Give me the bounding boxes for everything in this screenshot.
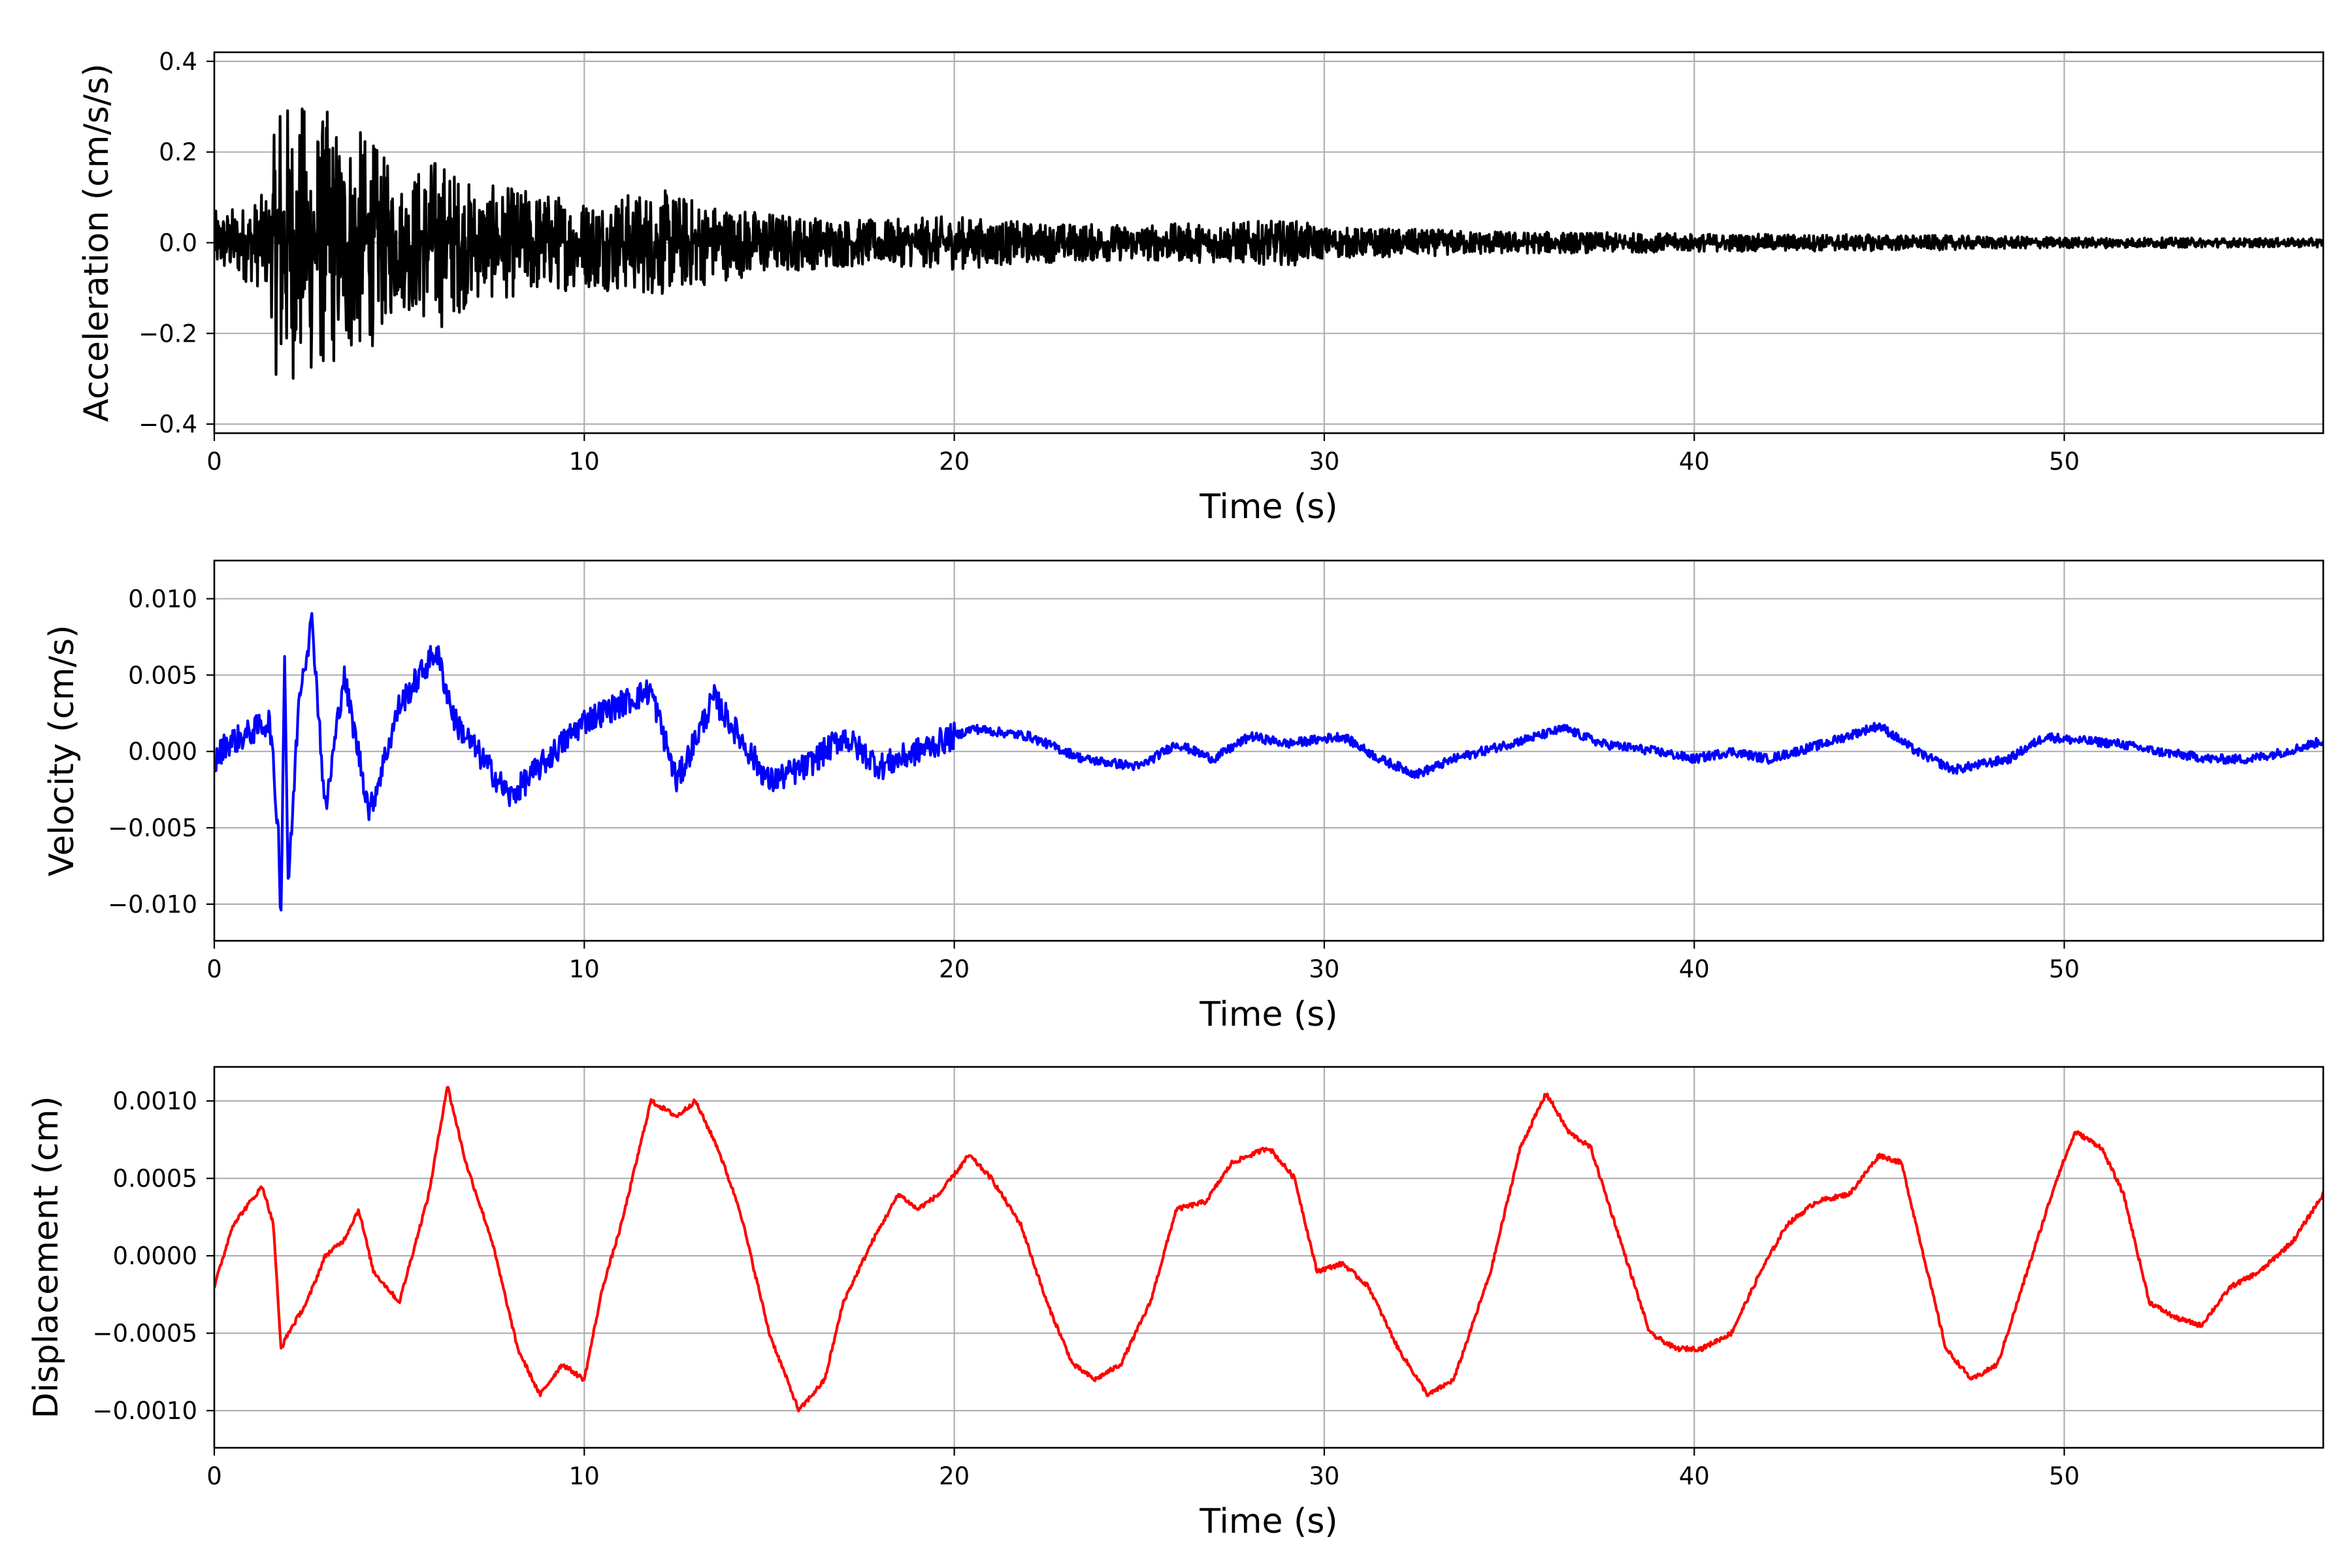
x-axis-label: Time (s) xyxy=(1199,995,1337,1034)
displacement-panel: 0 10 20 30 40 50 −0.0010 −0.0005 0.0000 0.0005 0.0… xyxy=(27,1066,2325,1541)
y-tick-label: 0.4 xyxy=(159,48,197,76)
y-tick-label: 0.0 xyxy=(159,229,197,257)
x-axis-label: Time (s) xyxy=(1199,1502,1337,1541)
x-tick-label: 0 xyxy=(206,955,222,983)
x-tick-label: 10 xyxy=(569,1462,600,1490)
y-tick-label: 0.0010 xyxy=(113,1087,197,1115)
x-tick-label: 50 xyxy=(2049,955,2080,983)
y-tick-label: −0.0005 xyxy=(93,1320,197,1348)
y-tick-label: −0.2 xyxy=(139,319,197,348)
acceleration-trace xyxy=(214,107,2323,380)
velocity-trace xyxy=(214,612,2323,912)
y-tick-label: 0.2 xyxy=(159,139,197,167)
y-tick-label: 0.0005 xyxy=(113,1165,197,1193)
x-tick-label: 10 xyxy=(569,448,600,476)
x-tick-label: 30 xyxy=(1309,955,1339,983)
y-tick-label: −0.010 xyxy=(108,890,197,919)
y-tick-label: 0.000 xyxy=(128,738,197,766)
velocity-axes-frame xyxy=(213,559,2325,942)
y-tick-label: 0.0000 xyxy=(113,1242,197,1270)
x-axis-label: Time (s) xyxy=(1199,487,1337,527)
displacement-trace xyxy=(214,1086,2323,1413)
x-tick-label: 20 xyxy=(939,1462,970,1490)
x-tick-label: 0 xyxy=(206,1462,222,1490)
y-tick-label: 0.010 xyxy=(128,585,197,613)
x-tick-label: 40 xyxy=(1679,448,1710,476)
acceleration-panel: 0 10 20 30 40 50 −0.4 −0.2 0.0 0.2 0.4 Time (s) Acce… xyxy=(77,48,2325,527)
x-tick-label: 20 xyxy=(939,955,970,983)
displacement-axes-frame xyxy=(213,1066,2325,1449)
x-tick-label: 30 xyxy=(1309,448,1339,476)
y-axis-label: Acceleration (cm/s/s) xyxy=(77,63,116,422)
y-tick-label: −0.4 xyxy=(139,410,197,438)
x-tick-label: 20 xyxy=(939,448,970,476)
y-axis-label: Velocity (cm/s) xyxy=(42,625,82,877)
velocity-panel: 0 10 20 30 40 50 −0.010 −0.005 0.000 0.005 0.010 Ti… xyxy=(42,559,2325,1034)
x-tick-label: 0 xyxy=(206,448,222,476)
y-tick-label: −0.005 xyxy=(108,814,197,842)
x-tick-label: 40 xyxy=(1679,955,1710,983)
x-tick-label: 30 xyxy=(1309,1462,1339,1490)
y-tick-label: 0.005 xyxy=(128,661,197,689)
x-tick-label: 40 xyxy=(1679,1462,1710,1490)
x-tick-label: 10 xyxy=(569,955,600,983)
x-tick-label: 50 xyxy=(2049,448,2080,476)
x-tick-label: 50 xyxy=(2049,1462,2080,1490)
panels: 0 10 20 30 40 50 −0.4 −0.2 0.0 0.2 0.4 Time (s) Acce… xyxy=(27,48,2325,1541)
y-tick-label: −0.0010 xyxy=(93,1397,197,1425)
y-axis-label: Displacement (cm) xyxy=(27,1096,66,1419)
